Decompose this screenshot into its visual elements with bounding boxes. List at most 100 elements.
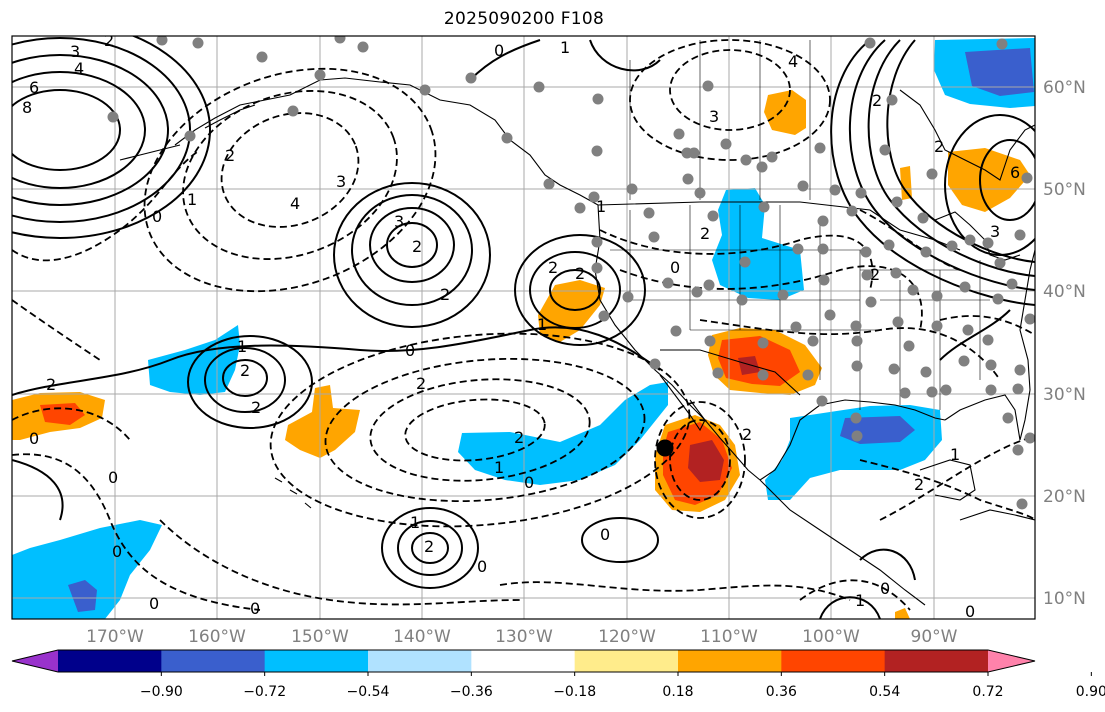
map-title: 2025090200 F108 (443, 9, 605, 29)
shade-posmid-west-edge (40, 403, 85, 425)
contour-label: 6 (29, 78, 39, 97)
contour-label: 0 (29, 429, 39, 448)
colorbar-tick-label: −0.18 (553, 684, 596, 700)
contour-label: 1 (537, 315, 547, 334)
colorbar-segment (368, 650, 472, 672)
contour-label: 2 (240, 361, 250, 380)
colorbar-segment (884, 650, 989, 672)
shade-pos-hawaii (285, 385, 360, 458)
coast-cuba (959, 509, 1035, 521)
dashed-contours (12, 39, 1035, 611)
contour-label: 1 (560, 38, 570, 57)
colorbar-tick-label: 0.90 (1076, 684, 1105, 700)
lon-label: 160°W (188, 627, 246, 647)
contour-label: 1 (187, 190, 197, 209)
coast-alaska (174, 77, 599, 206)
shade-neg-baja-long (458, 382, 668, 485)
lat-label: 60°N (1043, 78, 1086, 98)
border-us-mexico (660, 349, 801, 396)
contour-label: 2 (46, 375, 56, 394)
contour-label: 2 (934, 137, 944, 156)
contour-label: 0 (477, 557, 487, 576)
shade-negstrong-hudson (965, 48, 1034, 96)
contour-label: 4 (788, 52, 798, 71)
map-frame (11, 35, 1036, 620)
colorbar-segment (161, 650, 266, 672)
coast-hudson (899, 89, 1035, 181)
contour-label: 1 (596, 197, 606, 216)
shade-neg-montana (712, 188, 804, 300)
lon-label: 120°W (598, 627, 656, 647)
lon-label: 130°W (495, 627, 553, 647)
lon-label: 150°W (291, 627, 349, 647)
contour-label: 0 (880, 579, 890, 598)
contour-label: 4 (290, 194, 300, 213)
contour-label: 1 (950, 445, 960, 464)
colorbar-segment (264, 650, 369, 672)
contour-label: 0 (524, 473, 534, 492)
contour-label: 2 (742, 425, 752, 444)
colorbar-tick-label: 0.72 (972, 684, 1003, 700)
contour-label: 1 (237, 337, 247, 356)
shade-posstrong-mexico (688, 440, 724, 482)
contour-label: 0 (152, 207, 162, 226)
solid-contours (12, 36, 1035, 619)
shade-posstrong-southwest (738, 356, 760, 375)
colorbar: −0.90 −0.72 −0.54 −0.36 −0.18 0.18 0.36 0.54 0.7… (11, 649, 1105, 700)
lat-label: 10°N (1043, 589, 1086, 609)
shade-pos-se-corner (895, 608, 910, 619)
coast-central-america (759, 479, 926, 606)
contour-label: 0 (250, 599, 260, 618)
colorbar-tick-label: −0.36 (450, 684, 493, 700)
contour-label: 2 (575, 264, 585, 283)
shade-pos-small-east (900, 166, 912, 200)
shade-posmid-southwest (718, 336, 800, 386)
contour-label: 8 (22, 98, 32, 117)
coast-mexico-gulf (759, 399, 946, 481)
contour-label: 0 (149, 594, 159, 613)
contour-label: 0 (108, 468, 118, 487)
lon-label: 90°W (911, 627, 958, 647)
contour-label: 3 (70, 42, 80, 61)
coast-westcoast (594, 204, 761, 481)
contour-label: 2 (104, 31, 114, 50)
contour-label: 0 (112, 542, 122, 561)
longitude-axis: 170°W 160°W 150°W 140°W 130°W 120°W 110°… (86, 627, 958, 647)
colorbar-tick-label: 0.54 (869, 684, 900, 700)
colorbar-segment (781, 650, 886, 672)
contour-label: 3 (336, 172, 346, 191)
contour-label: 0 (600, 525, 610, 544)
contour-label: 1 (410, 513, 420, 532)
colorbar-extend-low (12, 650, 58, 672)
lat-label: 30°N (1043, 385, 1086, 405)
lon-label: 110°W (700, 627, 758, 647)
shade-pos-bc (764, 90, 806, 135)
shade-negstrong-sw (68, 580, 97, 612)
contour-label: 2 (424, 537, 434, 556)
contour-label: 2 (700, 224, 710, 243)
coast-east (1019, 249, 1035, 391)
contour-label: 2 (412, 237, 422, 256)
contour-label: 0 (670, 258, 680, 277)
contour-label: 3 (394, 212, 404, 231)
lon-label: 170°W (86, 627, 144, 647)
lat-label: 50°N (1043, 180, 1086, 200)
colorbar-segment (574, 650, 679, 672)
contour-label: 2 (914, 475, 924, 494)
contour-label: 2 (548, 258, 558, 277)
contour-label: 1 (855, 591, 865, 610)
colorbar-extend-high (988, 650, 1035, 672)
contour-label: 1 (494, 458, 504, 477)
colorbar-tick-label: −0.54 (347, 684, 390, 700)
contour-label: 2 (416, 374, 426, 393)
lat-label: 40°N (1043, 282, 1086, 302)
colorbar-segment (471, 650, 576, 672)
coast-aleutians (119, 104, 256, 161)
lon-label: 140°W (393, 627, 451, 647)
contour-label: 2 (440, 285, 450, 304)
contour-label: 2 (870, 265, 880, 284)
lon-label: 100°W (802, 627, 860, 647)
contour-label: 2 (872, 91, 882, 110)
contour-labels: 3 4 6 8 2 0 1 2 3 4 3 2 0 2 2 2 1 0 2 2 … (22, 31, 1020, 619)
